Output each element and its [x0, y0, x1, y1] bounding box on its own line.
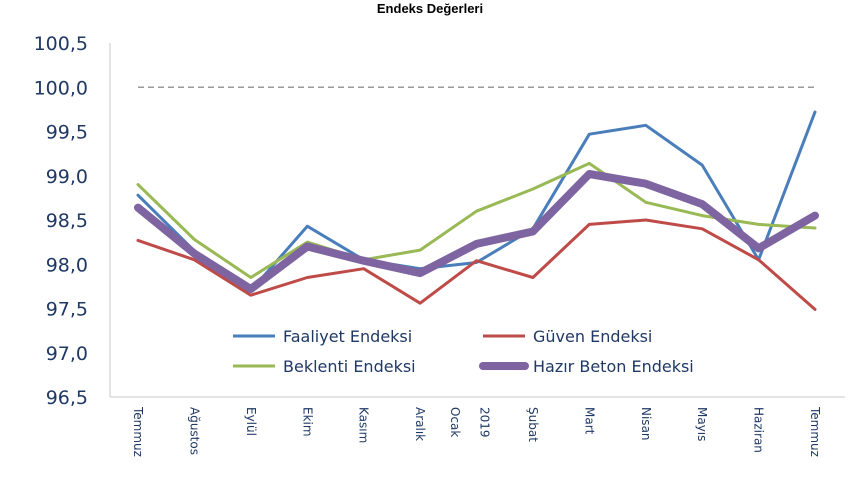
y-axis: 96,5 97,0 97,5 98,0 98,5 99,0 99,5 100,0 100,5	[34, 33, 88, 409]
series-line-2	[136, 218, 817, 311]
x-tick-label: Aralık	[413, 407, 427, 441]
x-tick-label: Şubat	[526, 407, 540, 442]
legend-label: Beklenti Endeksi	[283, 357, 416, 376]
chart-title: Endeks Değerleri	[377, 1, 483, 16]
y-tick-label: 96,5	[46, 387, 88, 409]
x-tick-label: Temmuz	[131, 406, 145, 457]
x-tick-label: Haziran	[752, 407, 766, 453]
y-tick-label: 99,5	[46, 122, 88, 144]
legend-label: Faaliyet Endeksi	[283, 327, 412, 346]
series-line-3	[136, 161, 817, 279]
x-tick-label: Temmuz	[808, 406, 822, 457]
x-tick-label: Mart	[582, 407, 596, 435]
x-tick-label: Mayıs	[695, 407, 709, 441]
x-tick-label: Eylül	[244, 407, 258, 436]
series-line-1	[136, 110, 817, 293]
y-tick-label: 97,0	[46, 343, 88, 365]
y-tick-label: 100,5	[34, 33, 88, 55]
y-tick-label: 97,5	[46, 299, 88, 321]
y-tick-label: 98,0	[46, 254, 88, 276]
series-line-4	[134, 170, 819, 293]
x-tick-label: Nisan	[639, 407, 653, 441]
series-group	[134, 110, 819, 311]
y-tick-label: 98,5	[46, 210, 88, 232]
y-tick-label: 100,0	[34, 77, 88, 99]
y-tick-label: 99,0	[46, 166, 88, 188]
plot-area	[109, 43, 845, 398]
legend: Faaliyet Endeksi Güven Endeksi Beklenti En…	[233, 327, 694, 376]
x-tick-label: Ocak	[448, 407, 462, 437]
x-tick-label: Ekim	[300, 407, 314, 437]
x-tick-label: Kasım	[357, 407, 371, 443]
x-axis: Temmuz Ağustos Eylül Ekim Kasım Aralık Ocak 201…	[131, 406, 822, 457]
legend-label: Hazır Beton Endeksi	[533, 357, 694, 376]
x-tick-label: Ağustos	[187, 407, 201, 455]
legend-label: Güven Endeksi	[533, 327, 652, 346]
x-tick-label: 2019	[477, 407, 491, 438]
